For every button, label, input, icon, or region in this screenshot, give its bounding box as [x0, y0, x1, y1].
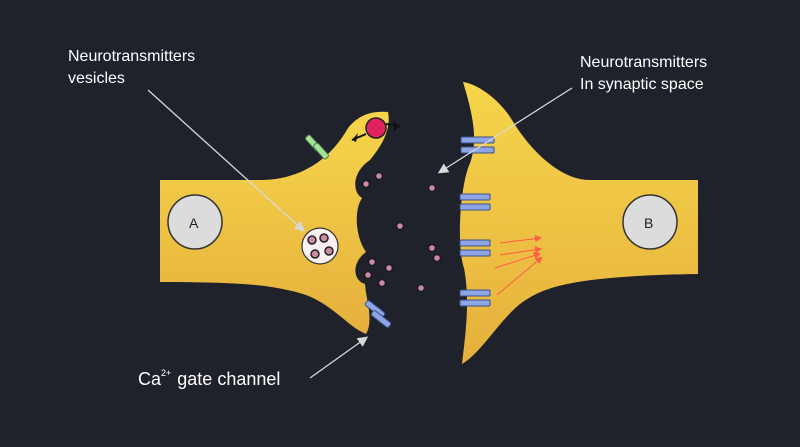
label-neurotransmitters-synaptic: Neurotransmitters In synaptic space	[580, 52, 707, 96]
label-ca-superscript: 2+	[161, 368, 172, 378]
pointer-vesicles	[147, 89, 305, 232]
neurotransmitter-vesicle	[301, 227, 339, 265]
synaptic-neurotransmitters	[361, 171, 442, 293]
neuron-a-body	[160, 111, 389, 335]
label-synaptic-line2: In synaptic space	[580, 76, 704, 93]
label-neurotransmitter-vesicles: Neurotransmitters vesicles	[68, 46, 195, 90]
postsynaptic-receptors	[459, 136, 495, 307]
neuron-b-label: B	[644, 215, 653, 231]
reuptake-pump	[351, 117, 401, 142]
pointer-synaptic	[437, 87, 573, 174]
pointer-lines	[147, 87, 573, 379]
pointer-ca	[309, 336, 369, 379]
label-vesicles-line1: Neurotransmitters	[68, 48, 196, 65]
label-vesicles-line2: vesicles	[68, 70, 125, 87]
label-synaptic-line1: Neurotransmitters	[580, 54, 708, 71]
neuron-a-label: A	[189, 215, 199, 231]
neuron-b-body	[459, 82, 698, 364]
neuron-a-nucleus	[167, 194, 223, 250]
signal-arrows	[494, 235, 543, 296]
neuron-b-nucleus	[622, 194, 678, 250]
label-ca-rest: gate channel	[172, 369, 281, 389]
label-ca-gate-channel: Ca2+ gate channel	[138, 362, 280, 390]
green-channel	[305, 134, 329, 160]
label-ca-base: Ca	[138, 369, 162, 389]
ca-gate-channel	[364, 300, 392, 328]
